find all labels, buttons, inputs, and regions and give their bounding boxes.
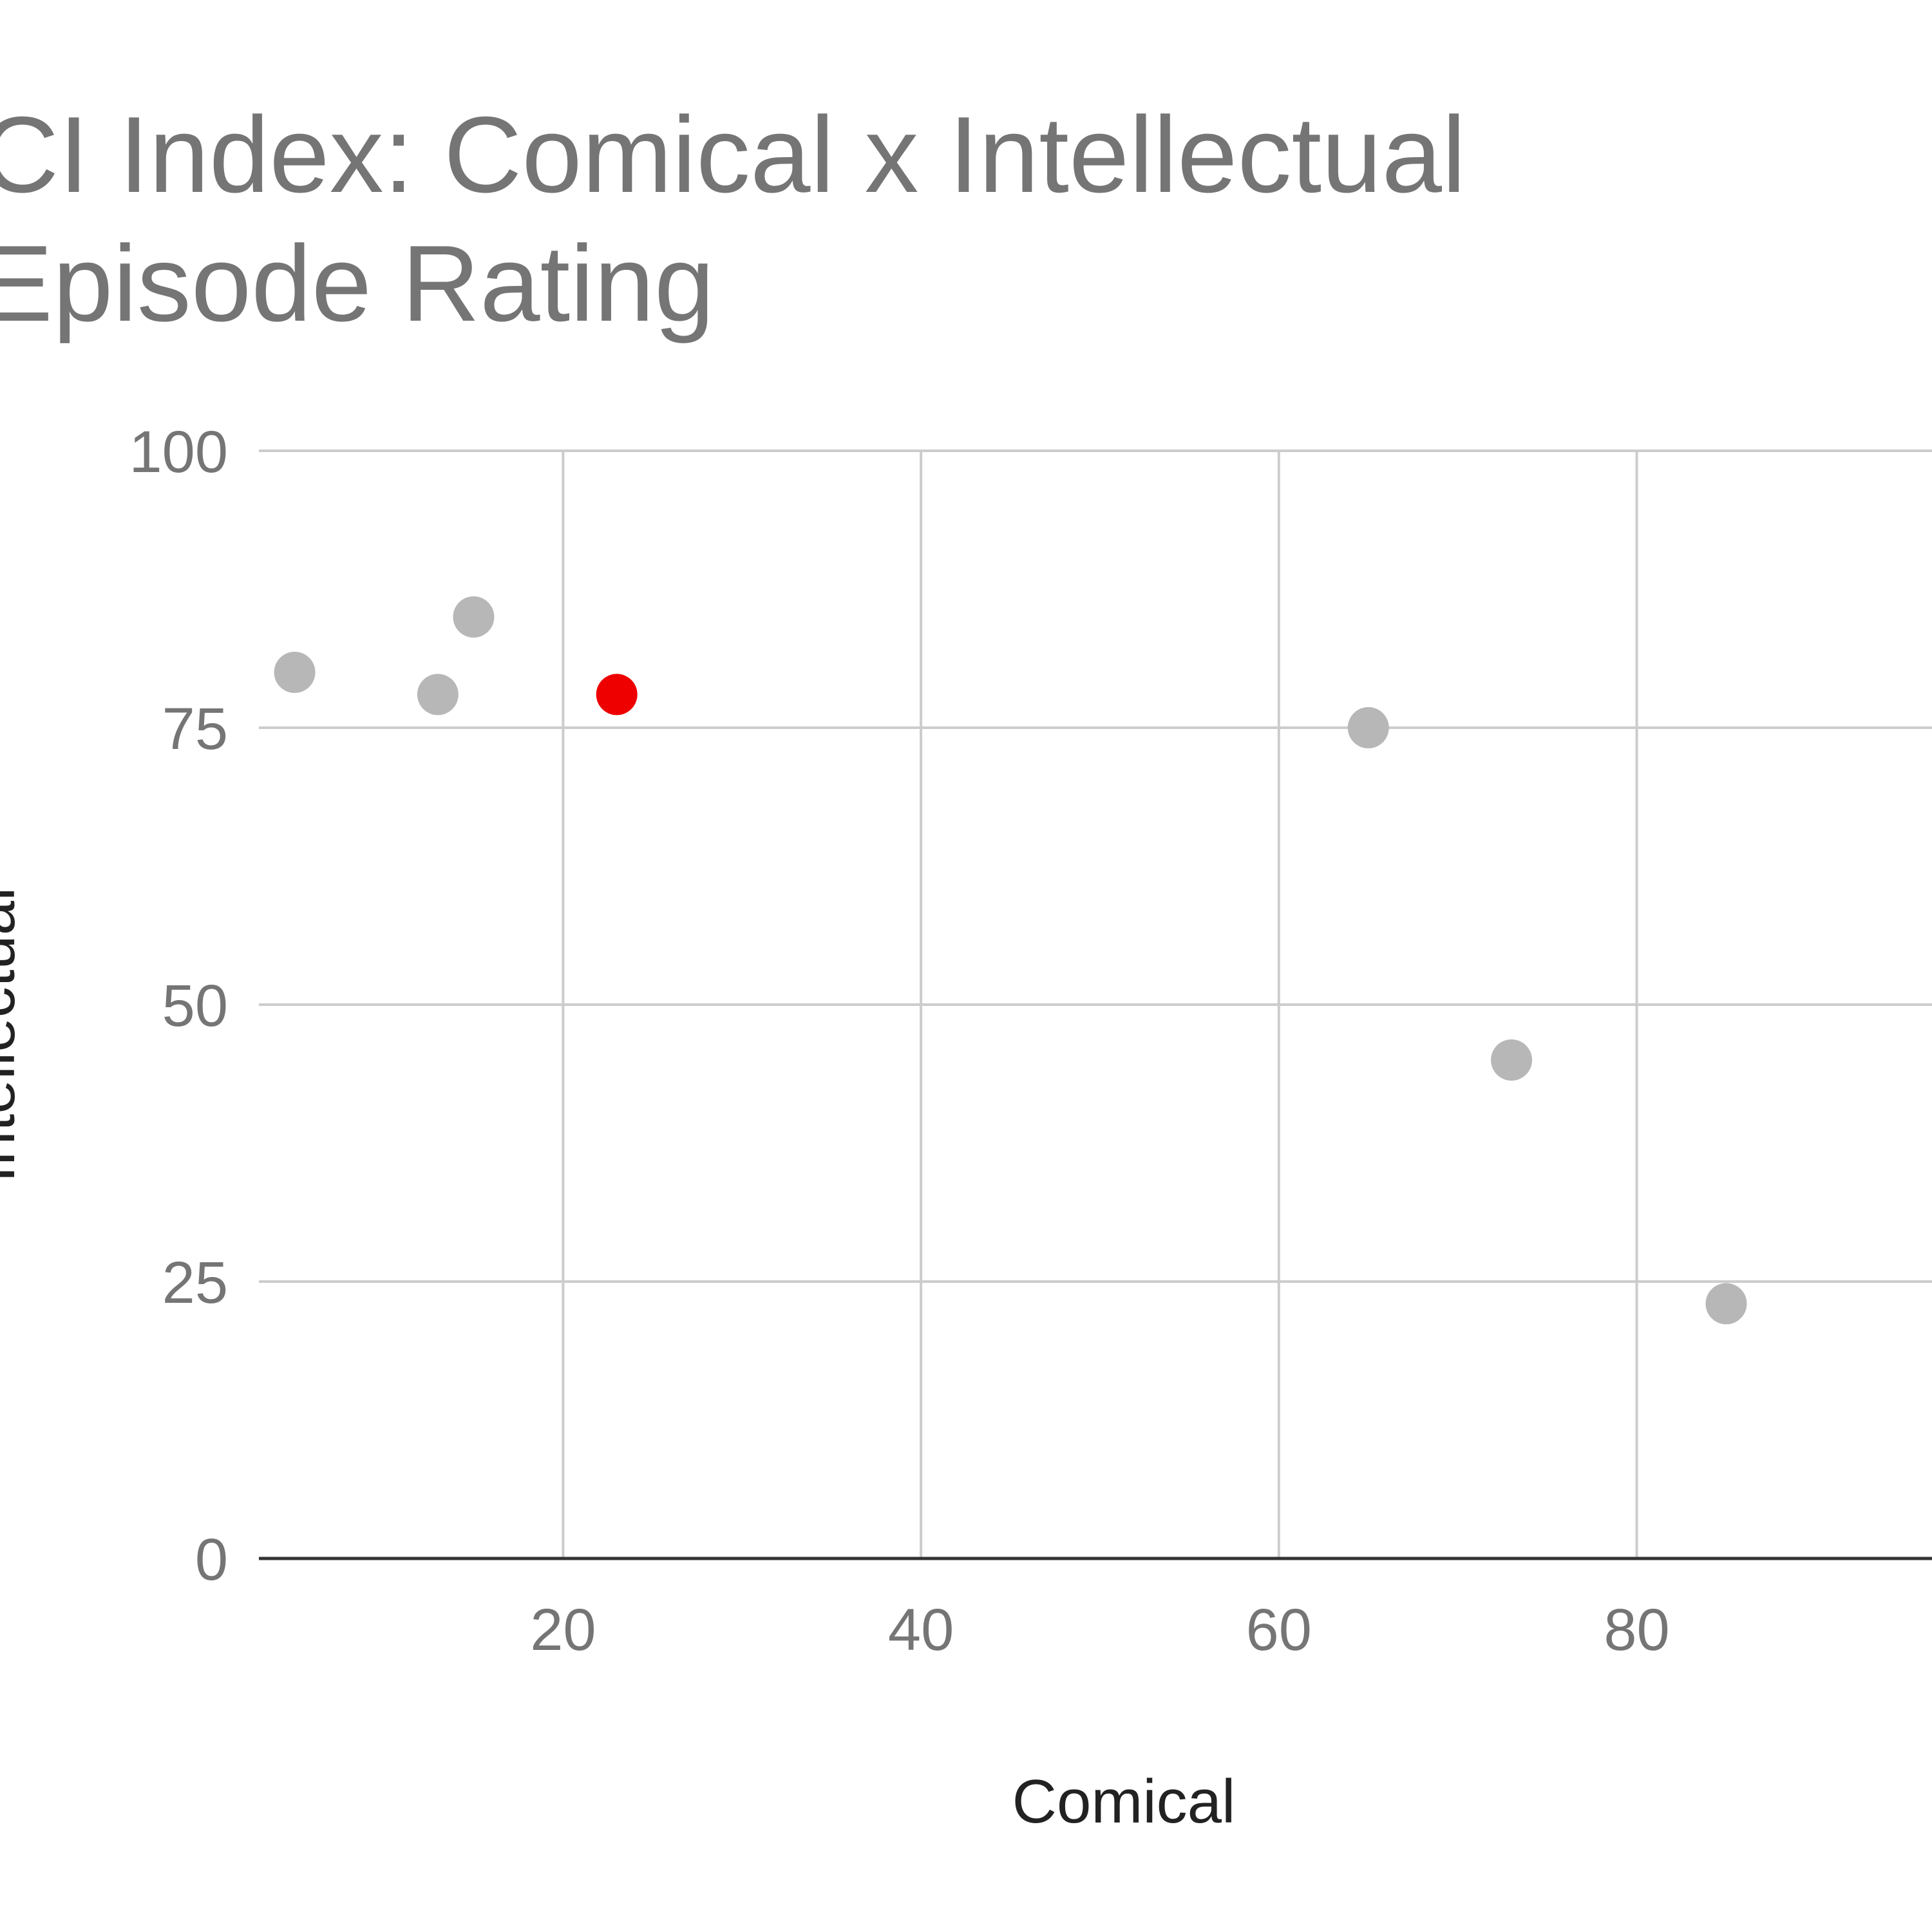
y-tick-label: 50 [162, 973, 228, 1039]
y-tick-label: 100 [129, 419, 229, 485]
y-tick-label: 25 [162, 1250, 228, 1316]
x-axis-title: Comical [1012, 1767, 1236, 1836]
point [1491, 1039, 1533, 1081]
point [1347, 707, 1389, 748]
point [596, 674, 638, 715]
point [453, 596, 495, 638]
y-tick-label: 75 [162, 696, 228, 762]
point [1705, 1283, 1747, 1325]
y-axis-title: Intellectual [0, 887, 28, 1183]
x-tick-label: 20 [530, 1597, 596, 1663]
y-tick-label: 0 [195, 1527, 228, 1593]
x-tick-label: 40 [888, 1597, 954, 1663]
point [274, 652, 316, 693]
x-tick-label: 60 [1246, 1597, 1312, 1663]
x-tick-label: 80 [1604, 1597, 1669, 1663]
point [417, 674, 459, 715]
chart-title: CI Index: Comical x Intellectual Episode… [0, 94, 1466, 344]
